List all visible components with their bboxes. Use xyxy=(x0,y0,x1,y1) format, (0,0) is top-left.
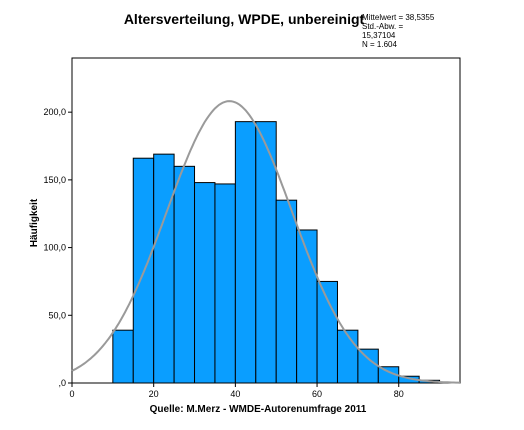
stats-line: 15,37104 xyxy=(362,31,396,40)
stats-line: N = 1.604 xyxy=(362,40,397,49)
histogram-bar xyxy=(336,329,359,384)
histogram-bar xyxy=(316,280,338,384)
stats-line: Std.-Abw. = xyxy=(362,22,403,31)
histogram-bar xyxy=(357,348,379,384)
stats-line: Mittelwert = 38,5355 xyxy=(362,13,435,22)
stats-box: Mittelwert = 38,5355 Std.-Abw. = 15,3710… xyxy=(362,13,435,49)
y-tick-label: ,0 xyxy=(58,378,66,388)
y-tick-label: 100,0 xyxy=(43,243,66,253)
y-tick-label: 50,0 xyxy=(48,310,66,320)
x-tick-label: 40 xyxy=(230,389,240,399)
histogram-bar xyxy=(173,165,196,384)
plot-area: ,0 50,0 100,0 150,0 200,0 0 20 40 60 80 xyxy=(43,57,461,399)
histogram-bar xyxy=(153,153,175,384)
x-tick-label: 20 xyxy=(149,389,159,399)
normal-curve xyxy=(71,100,461,384)
histogram-bar xyxy=(275,199,298,384)
x-tick-label: 0 xyxy=(69,389,74,399)
histogram-bar xyxy=(234,121,257,384)
x-tick-label: 60 xyxy=(312,389,322,399)
x-axis-title: Quelle: M.Merz - WMDE-Autorenumfrage 201… xyxy=(150,404,367,415)
histogram-bar xyxy=(194,182,216,384)
y-tick-label: 150,0 xyxy=(43,175,66,185)
histogram-bar xyxy=(112,329,134,384)
x-tick-label: 80 xyxy=(394,389,404,399)
histogram-bar xyxy=(214,183,236,384)
y-axis-title: Häufigkeit xyxy=(29,198,40,247)
chart-title: Altersverteilung, WPDE, unbereinigt xyxy=(124,11,365,27)
y-tick-label: 200,0 xyxy=(43,107,66,117)
